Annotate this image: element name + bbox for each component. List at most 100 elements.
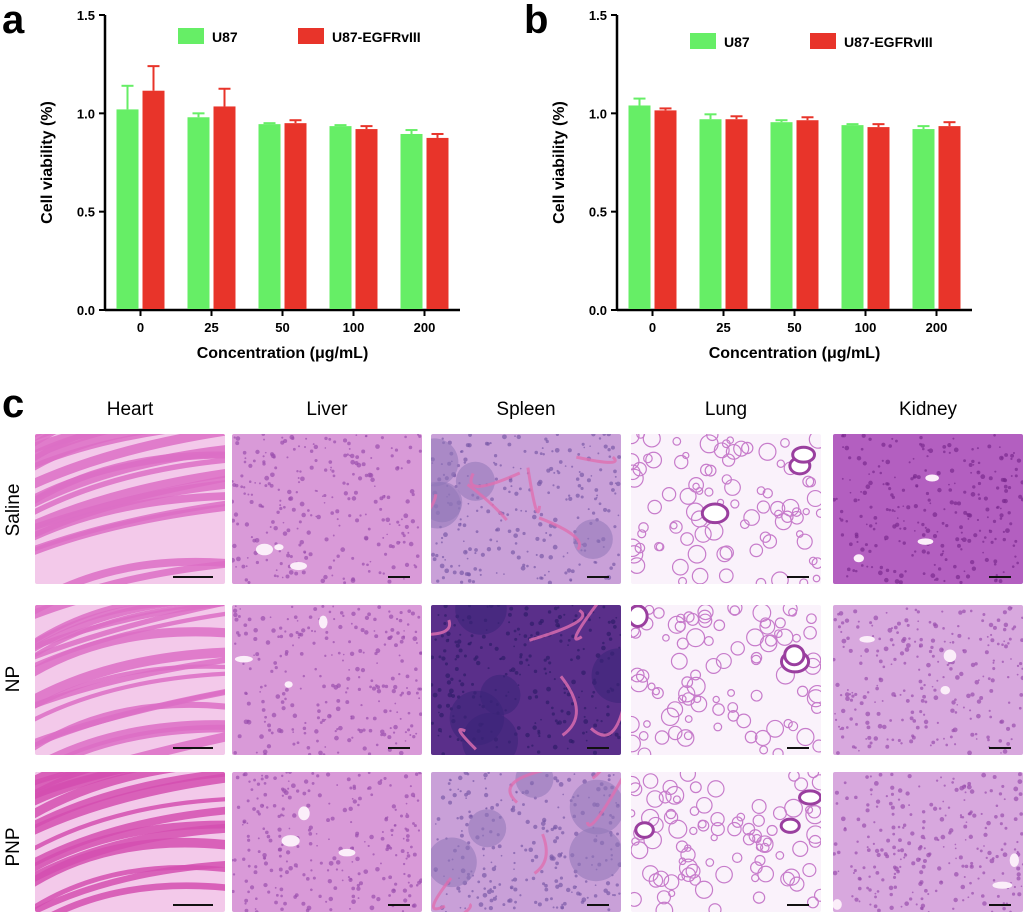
cell-nucleus bbox=[539, 452, 543, 456]
vessel-lumen bbox=[234, 655, 253, 663]
cell-nucleus bbox=[383, 776, 387, 780]
cell-nucleus bbox=[495, 803, 499, 807]
cell-nucleus bbox=[438, 711, 440, 714]
cell-nucleus bbox=[334, 735, 339, 741]
cell-nucleus bbox=[986, 635, 989, 638]
cell-nucleus bbox=[912, 719, 917, 723]
cell-nucleus bbox=[928, 649, 933, 654]
alveolus bbox=[808, 556, 818, 566]
cell-nucleus bbox=[893, 852, 896, 856]
cell-nucleus bbox=[858, 900, 861, 903]
cell-nucleus bbox=[869, 788, 873, 792]
cell-nucleus bbox=[555, 884, 560, 889]
cell-nucleus bbox=[287, 551, 290, 554]
cell-nucleus bbox=[612, 773, 615, 776]
cell-nucleus bbox=[385, 517, 391, 523]
cell-nucleus bbox=[366, 563, 369, 567]
cell-nucleus bbox=[921, 810, 926, 814]
cell-nucleus bbox=[328, 610, 332, 614]
cell-nucleus bbox=[987, 850, 992, 856]
airway bbox=[634, 821, 655, 839]
cell-nucleus bbox=[840, 630, 843, 633]
alveolus bbox=[679, 772, 697, 782]
cell-nucleus bbox=[406, 812, 408, 815]
cell-nucleus bbox=[1019, 812, 1023, 816]
cell-nucleus bbox=[916, 475, 921, 480]
cell-nucleus bbox=[307, 626, 311, 630]
vessel-lumen bbox=[298, 806, 310, 821]
cell-nucleus bbox=[946, 663, 950, 667]
cell-nucleus bbox=[348, 668, 351, 671]
cell-nucleus bbox=[918, 881, 923, 886]
cell-nucleus bbox=[390, 828, 394, 833]
alveolus bbox=[792, 840, 809, 857]
cell-nucleus bbox=[532, 725, 537, 730]
cell-nucleus bbox=[926, 551, 930, 555]
cell-nucleus bbox=[468, 810, 471, 814]
cell-nucleus bbox=[409, 785, 412, 788]
scale-bar bbox=[587, 904, 609, 906]
cell-nucleus bbox=[539, 576, 543, 580]
cell-nucleus bbox=[399, 717, 402, 720]
cell-nucleus bbox=[550, 897, 553, 901]
cell-nucleus bbox=[491, 890, 495, 893]
cell-nucleus bbox=[858, 877, 862, 881]
alveolus bbox=[631, 809, 636, 818]
cell-nucleus bbox=[598, 437, 602, 440]
cell-nucleus bbox=[457, 639, 462, 644]
cell-nucleus bbox=[410, 519, 416, 524]
cell-nucleus bbox=[916, 655, 919, 658]
cell-nucleus bbox=[571, 679, 576, 685]
cell-nucleus bbox=[902, 541, 906, 545]
cell-nucleus bbox=[317, 709, 321, 713]
cell-nucleus bbox=[527, 664, 530, 667]
cell-nucleus bbox=[308, 552, 313, 557]
x-tick-label: 50 bbox=[275, 320, 289, 335]
scale-bar bbox=[173, 576, 213, 578]
bar-u87-25 bbox=[187, 117, 210, 310]
cell-nucleus bbox=[511, 805, 516, 809]
cell-nucleus bbox=[890, 792, 895, 796]
cell-nucleus bbox=[919, 710, 923, 714]
cell-nucleus bbox=[966, 513, 969, 516]
legend-swatch-u87 bbox=[178, 28, 204, 44]
cell-nucleus bbox=[953, 897, 958, 903]
cell-nucleus bbox=[617, 455, 621, 459]
cell-nucleus bbox=[242, 820, 246, 824]
cell-nucleus bbox=[885, 795, 888, 798]
cell-nucleus bbox=[990, 678, 995, 683]
cell-nucleus bbox=[337, 651, 341, 655]
cell-nucleus bbox=[384, 816, 388, 820]
cell-nucleus bbox=[483, 887, 486, 890]
cell-nucleus bbox=[275, 569, 278, 572]
cell-nucleus bbox=[1020, 885, 1023, 888]
cell-nucleus bbox=[549, 466, 554, 471]
cell-nucleus bbox=[265, 558, 269, 562]
cell-nucleus bbox=[358, 649, 363, 653]
cell-nucleus bbox=[577, 452, 581, 456]
cell-nucleus bbox=[328, 860, 334, 866]
cell-nucleus bbox=[288, 772, 292, 774]
cell-nucleus bbox=[369, 685, 372, 689]
tissue-image bbox=[631, 434, 821, 584]
cell-nucleus bbox=[377, 605, 382, 610]
cell-nucleus bbox=[1020, 675, 1023, 681]
cell-nucleus bbox=[518, 487, 522, 491]
cell-nucleus bbox=[232, 518, 235, 523]
cell-nucleus bbox=[309, 465, 314, 470]
cell-nucleus bbox=[545, 655, 550, 660]
cell-nucleus bbox=[607, 620, 611, 624]
cell-nucleus bbox=[330, 511, 334, 515]
cell-nucleus bbox=[986, 820, 991, 826]
cell-nucleus bbox=[388, 894, 391, 897]
alveolus bbox=[635, 669, 650, 683]
cell-nucleus bbox=[383, 709, 388, 714]
cell-nucleus bbox=[939, 647, 944, 653]
cell-nucleus bbox=[938, 807, 942, 810]
muscle-fiber bbox=[35, 434, 150, 471]
cell-nucleus bbox=[415, 884, 419, 887]
cell-nucleus bbox=[355, 666, 360, 672]
cell-nucleus bbox=[254, 865, 258, 869]
white-pulp bbox=[573, 519, 613, 560]
cell-nucleus bbox=[549, 854, 554, 859]
